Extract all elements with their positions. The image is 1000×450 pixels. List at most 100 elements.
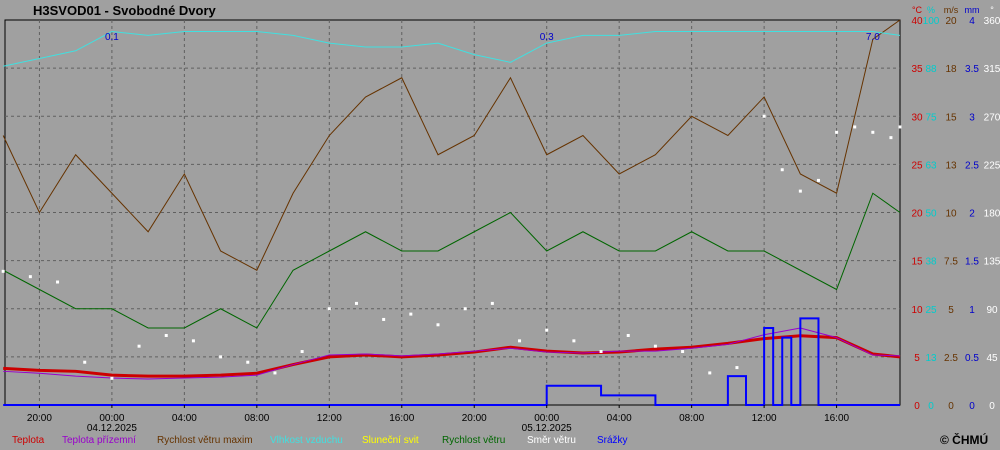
series-point-smer-vetru: [708, 371, 712, 375]
series-point-smer-vetru: [653, 344, 657, 348]
x-tick-label: 12:00: [752, 413, 777, 424]
axis-tick-label: 10: [945, 209, 957, 220]
axis-tick-label: 2.5: [965, 160, 979, 171]
axis-tick-label: 1: [969, 305, 975, 316]
legend-item: Směr větru: [527, 435, 576, 446]
series-point-smer-vetru: [518, 339, 522, 343]
legend-item: Rychlost větru: [442, 435, 506, 446]
x-date-label: 05.12.2025: [522, 423, 572, 434]
series-point-smer-vetru: [409, 312, 413, 316]
axis-tick-label: 0: [928, 401, 934, 412]
axis-tick-label: 7.5: [944, 257, 958, 268]
series-point-smer-vetru: [572, 339, 576, 343]
precip-total-label: 0.1: [105, 32, 119, 43]
series-point-smer-vetru: [626, 333, 630, 337]
series-line-sr-ky: [3, 317, 900, 406]
axis-tick-label: 135: [984, 257, 1000, 268]
series-point-smer-vetru: [798, 189, 802, 193]
axis-tick-label: 3.5: [965, 64, 979, 75]
axis-tick-label: 15: [911, 257, 923, 268]
legend-item: Vlhkost vzduchu: [270, 435, 343, 446]
axis-tick-label: 0.5: [965, 353, 979, 364]
axis-tick-label: 0: [914, 401, 920, 412]
series-point-smer-vetru: [545, 328, 549, 332]
series-point-smer-vetru: [354, 301, 358, 305]
axis-tick-label: 13: [945, 160, 957, 171]
legend-item: Sluneční svit: [362, 435, 419, 446]
series-point-smer-vetru: [28, 275, 32, 279]
series-line-vlhkost-vzduchu: [3, 31, 901, 67]
series-point-smer-vetru: [164, 333, 168, 337]
axis-tick-label: 40: [911, 16, 923, 27]
axes-layer: °C0510152025303540%013253850637588100m/s…: [911, 5, 1000, 412]
series-point-smer-vetru: [191, 339, 195, 343]
axis-tick-label: 10: [911, 305, 923, 316]
series-point-smer-vetru: [780, 168, 784, 172]
x-tick-label: 20:00: [462, 413, 487, 424]
axis-tick-label: 5: [948, 305, 954, 316]
axis-tick-label: 4: [969, 16, 975, 27]
axis-tick-label: 20: [911, 209, 923, 220]
axis-tick-label: 75: [925, 112, 937, 123]
series-point-smer-vetru: [110, 376, 114, 380]
axis-unit-label: mm: [965, 5, 980, 15]
series-point-smer-vetru: [762, 114, 766, 118]
x-tick-label: 00:00: [534, 413, 559, 424]
axis-unit-label: °C: [912, 5, 923, 15]
x-tick-label: 12:00: [317, 413, 342, 424]
axis-tick-label: 88: [925, 64, 937, 75]
axis-tick-label: 25: [911, 160, 923, 171]
axis-tick-label: 90: [986, 305, 998, 316]
axis-tick-label: 315: [984, 64, 1000, 75]
x-date-label: 04.12.2025: [87, 423, 137, 434]
precip-total-label: 7.0: [866, 32, 880, 43]
x-tick-label: 20:00: [27, 413, 52, 424]
legend-item: Rychlost větru maxim: [157, 435, 253, 446]
series-point-smer-vetru: [835, 130, 839, 134]
series-point-smer-vetru: [382, 317, 386, 321]
series-point-smer-vetru: [735, 366, 739, 370]
series-line-rychlost-v-tru: [2, 192, 901, 329]
x-tick-label: 16:00: [824, 413, 849, 424]
axis-tick-label: 2: [969, 209, 975, 220]
axis-tick-label: 0: [989, 401, 995, 412]
axis-unit-label: m/s: [944, 5, 959, 15]
chart-title: H3SVOD01 - Svobodné Dvory: [33, 3, 216, 18]
axis-tick-label: 38: [925, 257, 937, 268]
grid: [5, 20, 900, 405]
legend-item: Teplota přízemní: [62, 435, 136, 446]
axis-unit-label: °: [990, 5, 994, 15]
series-point-smer-vetru: [436, 323, 440, 327]
series-point-smer-vetru: [300, 350, 304, 354]
series-point-smer-vetru: [463, 307, 467, 311]
axis-tick-label: 0: [969, 401, 975, 412]
copyright: © ČHMÚ: [940, 433, 989, 447]
series-line-teplota: [3, 334, 901, 378]
series-point-smer-vetru: [490, 301, 494, 305]
axis-tick-label: 180: [984, 209, 1000, 220]
axis-tick-label: 3: [969, 112, 975, 123]
series-point-smer-vetru: [889, 136, 893, 140]
axis-tick-label: 2.5: [944, 353, 958, 364]
series-layer: 0.1 0.3 7.0: [1, 19, 902, 406]
legend-item: Srážky: [597, 435, 628, 446]
axis-tick-label: 1.5: [965, 257, 979, 268]
axis-tick-label: 100: [923, 16, 940, 27]
axis-tick-label: 360: [984, 16, 1000, 27]
series-line-rychlost-v-tru-maxim: [2, 19, 901, 271]
axis-tick-label: 270: [984, 112, 1000, 123]
axis-tick-label: 0: [948, 401, 954, 412]
series-point-smer-vetru: [816, 178, 820, 182]
x-tick-label: 08:00: [244, 413, 269, 424]
axis-tick-label: 30: [911, 112, 923, 123]
series-point-smer-vetru: [853, 125, 857, 129]
x-tick-label: 16:00: [389, 413, 414, 424]
series-point-smer-vetru: [599, 350, 603, 354]
x-tick-label: 04:00: [172, 413, 197, 424]
x-tick-label: 04:00: [607, 413, 632, 424]
axis-tick-label: 25: [925, 305, 937, 316]
series-point-smer-vetru: [327, 307, 331, 311]
axis-tick-label: 18: [945, 64, 957, 75]
axis-tick-label: 35: [911, 64, 923, 75]
